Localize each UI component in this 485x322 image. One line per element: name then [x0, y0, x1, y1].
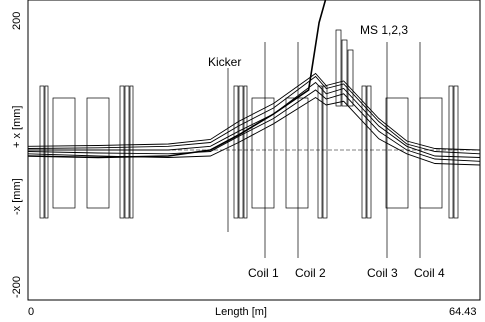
trajectory-line-3	[28, 81, 480, 158]
dipole-box	[285, 97, 309, 209]
quadrupole-box	[317, 85, 323, 219]
trajectory-line-6	[28, 0, 327, 159]
annotation-coil-4: Coil 4	[414, 266, 445, 280]
quadrupole-box	[243, 85, 248, 219]
quadrupole-box	[119, 85, 125, 219]
x-axis-label: Length [m]	[215, 306, 267, 318]
x-tick-label-start: 0	[28, 306, 34, 318]
quadrupole-box	[129, 85, 134, 219]
annotation-coil-3: Coil 3	[367, 266, 398, 280]
quadrupole-box	[453, 85, 459, 219]
trajectory-line-5	[28, 72, 480, 151]
septum-box	[341, 39, 348, 107]
septum-box	[347, 49, 354, 107]
x-tick-label-end: 64.43	[449, 306, 477, 318]
annotation-coil-2: Coil 2	[295, 266, 326, 280]
quadrupole-box	[124, 85, 130, 219]
dipole-box	[419, 97, 443, 209]
dipole-box	[251, 97, 275, 209]
y-tick-label-top: 200	[11, 12, 23, 30]
quadrupole-box	[361, 85, 367, 219]
quadrupole-box	[366, 85, 372, 219]
quadrupole-box	[238, 85, 244, 219]
dipole-box	[52, 97, 76, 209]
trajectory-line-2	[28, 89, 480, 162]
y-axis-label-bottom: -x [mm]	[11, 178, 23, 215]
quadrupole-box	[233, 85, 239, 219]
trajectory-series-group	[28, 0, 480, 166]
magnet-elements	[39, 29, 459, 219]
quadrupole-box	[322, 85, 328, 219]
y-tick-label-bottom: -200	[11, 276, 23, 298]
trajectory-line-1	[28, 96, 480, 166]
trajectory-line-4	[28, 75, 480, 155]
annotation-kicker: Kicker	[208, 55, 241, 69]
annotation-coil-1: Coil 1	[248, 266, 279, 280]
dipole-box	[385, 97, 409, 209]
annotation-ms: MS 1,2,3	[360, 23, 408, 37]
y-axis-label-top: + x [mm]	[11, 106, 23, 148]
septum-box	[335, 29, 342, 107]
